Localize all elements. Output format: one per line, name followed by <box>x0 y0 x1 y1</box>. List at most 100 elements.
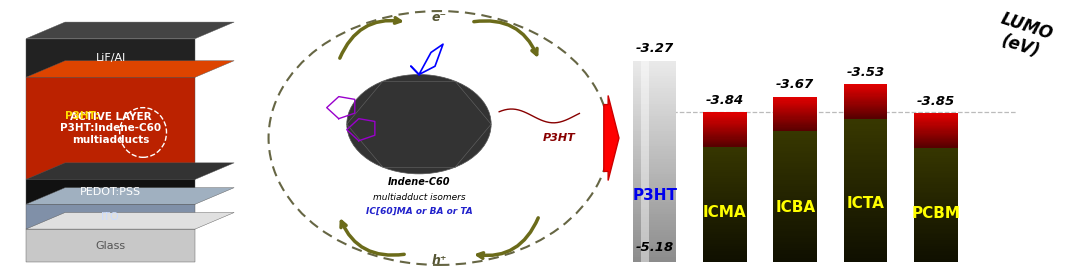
Bar <box>843 129 888 131</box>
Bar <box>773 221 817 223</box>
Bar <box>914 115 957 116</box>
Text: P3HT: P3HT <box>543 133 576 143</box>
Bar <box>843 140 888 142</box>
Bar <box>704 204 747 206</box>
Bar <box>843 91 888 93</box>
Text: -3.85: -3.85 <box>917 95 955 108</box>
Bar <box>843 242 888 245</box>
Bar <box>633 205 676 207</box>
Bar <box>843 93 888 95</box>
Bar <box>704 191 747 193</box>
Bar <box>633 76 676 78</box>
Bar <box>704 115 747 116</box>
Bar <box>914 124 957 126</box>
Bar <box>843 107 888 108</box>
Bar <box>633 81 676 83</box>
Bar <box>914 127 957 128</box>
Bar <box>914 248 957 249</box>
Bar <box>633 136 676 139</box>
Bar <box>704 238 747 240</box>
Bar <box>843 84 888 86</box>
Bar <box>773 142 817 144</box>
Bar <box>914 188 957 190</box>
Bar <box>773 128 817 129</box>
Bar <box>633 172 676 174</box>
Bar <box>843 109 888 111</box>
Bar <box>843 200 888 202</box>
Bar <box>914 137 957 138</box>
Bar <box>773 260 817 262</box>
Bar <box>773 136 817 138</box>
Bar <box>773 176 817 177</box>
Bar <box>843 100 888 101</box>
Bar <box>773 258 817 260</box>
Bar <box>773 120 817 122</box>
Bar <box>704 112 747 113</box>
Bar <box>773 194 817 196</box>
Polygon shape <box>26 179 195 204</box>
Bar <box>843 115 888 118</box>
Bar <box>914 154 957 156</box>
Bar <box>914 134 957 135</box>
Bar <box>914 115 957 117</box>
Bar <box>914 160 957 162</box>
Bar <box>704 139 747 140</box>
Bar <box>704 118 747 120</box>
Bar <box>843 236 888 238</box>
Bar <box>704 124 747 125</box>
Bar <box>914 201 957 203</box>
Bar <box>704 120 747 121</box>
Bar <box>633 207 676 209</box>
Bar <box>633 141 676 144</box>
Bar <box>704 140 747 142</box>
Bar <box>773 144 817 147</box>
Bar <box>704 132 747 133</box>
Bar <box>914 137 957 139</box>
Bar <box>773 235 817 238</box>
Text: -5.18: -5.18 <box>635 241 674 254</box>
Bar <box>773 250 817 252</box>
Bar <box>704 193 747 195</box>
Bar <box>633 199 676 202</box>
Bar <box>633 230 676 232</box>
Bar <box>633 71 676 73</box>
Bar <box>914 123 957 124</box>
Bar <box>704 247 747 249</box>
Bar <box>773 97 817 98</box>
Bar <box>773 111 817 112</box>
Bar <box>843 218 888 220</box>
Bar <box>843 233 888 236</box>
Bar <box>914 182 957 184</box>
Bar <box>773 118 817 120</box>
Bar <box>914 205 957 206</box>
Bar <box>914 231 957 233</box>
Bar <box>914 113 957 114</box>
Text: P3HT:: P3HT: <box>65 111 99 121</box>
Bar <box>914 197 957 199</box>
Bar <box>843 158 888 160</box>
Bar <box>773 103 817 104</box>
Bar <box>773 211 817 213</box>
Bar <box>704 123 747 124</box>
Bar <box>704 216 747 217</box>
Bar <box>704 174 747 176</box>
Bar <box>633 121 676 124</box>
Bar <box>773 202 817 205</box>
Bar <box>773 231 817 233</box>
Bar <box>704 261 747 262</box>
Text: multiadduct isomers: multiadduct isomers <box>373 193 465 202</box>
Bar <box>843 176 888 178</box>
Bar <box>633 212 676 214</box>
Bar <box>633 129 676 131</box>
Bar <box>704 187 747 189</box>
Bar <box>633 189 676 192</box>
Bar <box>704 229 747 230</box>
Bar <box>704 176 747 178</box>
Bar <box>914 118 957 119</box>
Bar <box>843 105 888 106</box>
Bar <box>843 113 888 114</box>
Bar <box>633 217 676 219</box>
Bar <box>704 113 747 115</box>
Bar <box>914 132 957 134</box>
Bar <box>704 136 747 137</box>
